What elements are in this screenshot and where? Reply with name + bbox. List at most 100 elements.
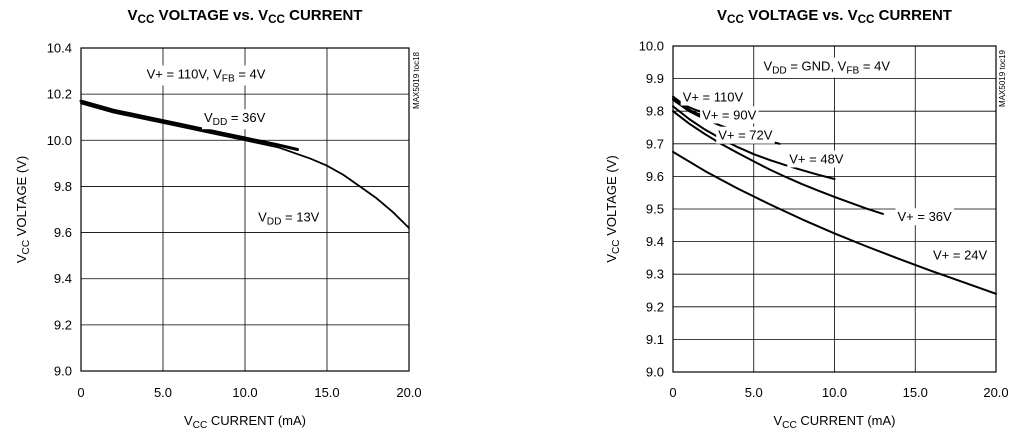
y-tick-label: 9.0 <box>646 365 664 380</box>
annotation-label: V+ = 110V, VFB = 4V <box>147 66 266 84</box>
y-axis-label: VCC VOLTAGE (V) <box>604 155 622 262</box>
chart-title-part: CC <box>727 13 744 26</box>
plot-frame <box>80 47 410 372</box>
annotation-label-part: V <box>204 110 213 125</box>
chart-title-part: VOLTAGE vs. V <box>154 7 268 24</box>
annotation-label-part: = GND, V <box>787 59 847 74</box>
annotation-label: V+ = 110V <box>683 90 744 105</box>
x-tick-label: 5.0 <box>745 385 763 400</box>
annotation-label-part: DD <box>267 216 282 227</box>
chart-title: VCC VOLTAGE vs. VCC CURRENT <box>128 7 363 26</box>
annotation-label-part: DD <box>772 66 787 77</box>
annotation-label-part: = 13V <box>281 209 319 224</box>
y-tick-label: 10.0 <box>47 133 72 148</box>
y-tick-label: 10.2 <box>47 87 72 102</box>
x-tick-label: 0 <box>77 385 84 400</box>
y-tick-label: 9.4 <box>54 271 72 286</box>
x-axis-label-part: CURRENT (mA) <box>207 413 306 428</box>
x-tick-label: 5.0 <box>154 385 172 400</box>
y-tick-label: 9.2 <box>54 317 72 332</box>
chart-title-part: V <box>717 7 727 24</box>
y-tick-label: 9.5 <box>646 202 664 217</box>
annotation-bg <box>716 126 775 144</box>
chart-title-part: V <box>128 7 138 24</box>
annotation-label-part: V+ = 36V <box>897 209 952 224</box>
y-tick-label: 9.8 <box>646 104 664 119</box>
annotation-label: V+ = 48V <box>789 151 844 166</box>
y-axis-label-part: V <box>604 254 619 263</box>
side-label: MAX5019 toc19 <box>998 49 1007 106</box>
annotation-label-part: FB <box>846 66 859 77</box>
y-tick-label: 9.9 <box>646 71 664 86</box>
y-tick-label: 9.3 <box>646 267 664 282</box>
annotation-bg <box>144 65 268 86</box>
series-line <box>80 102 410 229</box>
annotation-label: V+ = 24V <box>933 248 988 263</box>
y-axis-label-part: CC <box>21 240 32 255</box>
x-axis-label: VCC CURRENT (mA) <box>184 413 306 431</box>
y-tick-label: 9.8 <box>54 179 72 194</box>
x-axis-label-part: CC <box>193 420 208 431</box>
chart-title-part: CURRENT <box>874 7 952 24</box>
annotation-label: V+ = 36V <box>897 209 952 224</box>
annotation-label: VDD = GND, VFB = 4V <box>763 59 890 77</box>
annotation-label-part: FB <box>222 73 235 84</box>
x-tick-label: 20.0 <box>396 385 421 400</box>
y-axis-label-part: VOLTAGE (V) <box>604 155 619 239</box>
annotation-label-part: V+ = 110V <box>683 90 744 105</box>
chart-title: VCC VOLTAGE vs. VCC CURRENT <box>717 7 952 26</box>
annotation-bg <box>895 208 955 226</box>
y-tick-label: 9.6 <box>646 169 664 184</box>
series-line <box>672 110 884 215</box>
series-line <box>79 99 299 151</box>
y-axis-label-part: CC <box>611 239 622 254</box>
side-label: MAX5019 toc18 <box>412 51 421 108</box>
x-tick-label: 20.0 <box>983 385 1008 400</box>
annotation-label-part: V <box>258 209 267 224</box>
annotation-label-part: V+ = 24V <box>933 248 988 263</box>
annotation-label: VDD = 13V <box>258 209 320 227</box>
chart-title-part: VOLTAGE vs. V <box>744 7 858 24</box>
annotation-label-part: = 36V <box>227 110 265 125</box>
y-tick-label: 9.1 <box>646 332 664 347</box>
annotation-bg <box>761 57 893 78</box>
chart-title-part: CC <box>268 13 285 26</box>
annotation-bg <box>931 246 990 264</box>
annotation-label-part: V <box>763 59 772 74</box>
x-tick-label: 15.0 <box>314 385 339 400</box>
series-line <box>672 150 997 295</box>
y-tick-label: 9.0 <box>54 364 72 379</box>
annotation-label-part: DD <box>213 117 228 128</box>
annotation-bg <box>787 150 846 168</box>
annotation-label: V+ = 90V <box>702 107 757 122</box>
annotation-label-part: V+ = 90V <box>702 107 757 122</box>
annotation-label-part: V+ = 110V, V <box>147 66 223 81</box>
annotation-bg <box>256 208 322 229</box>
x-axis-label-part: CC <box>782 420 797 431</box>
annotation-bg <box>680 88 746 106</box>
y-tick-label: 9.6 <box>54 225 72 240</box>
annotation-label-part: = 4V <box>859 59 890 74</box>
x-axis-label-part: V <box>774 413 783 428</box>
annotation-bg <box>700 106 759 124</box>
x-tick-label: 10.0 <box>232 385 257 400</box>
annotation-label: V+ = 72V <box>718 128 773 143</box>
y-axis-label-part: VOLTAGE (V) <box>14 156 29 240</box>
y-tick-label: 9.2 <box>646 299 664 314</box>
annotation-label-part: V+ = 72V <box>718 128 773 143</box>
y-tick-label: 9.7 <box>646 136 664 151</box>
chart-title-part: CURRENT <box>285 7 363 24</box>
y-axis-label: VCC VOLTAGE (V) <box>14 156 32 263</box>
y-tick-label: 9.4 <box>646 234 664 249</box>
annotation-bg <box>202 109 268 130</box>
series-line <box>672 105 836 180</box>
chart-title-part: CC <box>858 13 875 26</box>
annotation-label-part: = 4V <box>235 66 266 81</box>
plot-frame <box>672 45 997 373</box>
y-tick-label: 10.4 <box>47 41 72 56</box>
x-axis-label-part: CURRENT (mA) <box>797 413 896 428</box>
y-axis-label-part: V <box>14 254 29 263</box>
